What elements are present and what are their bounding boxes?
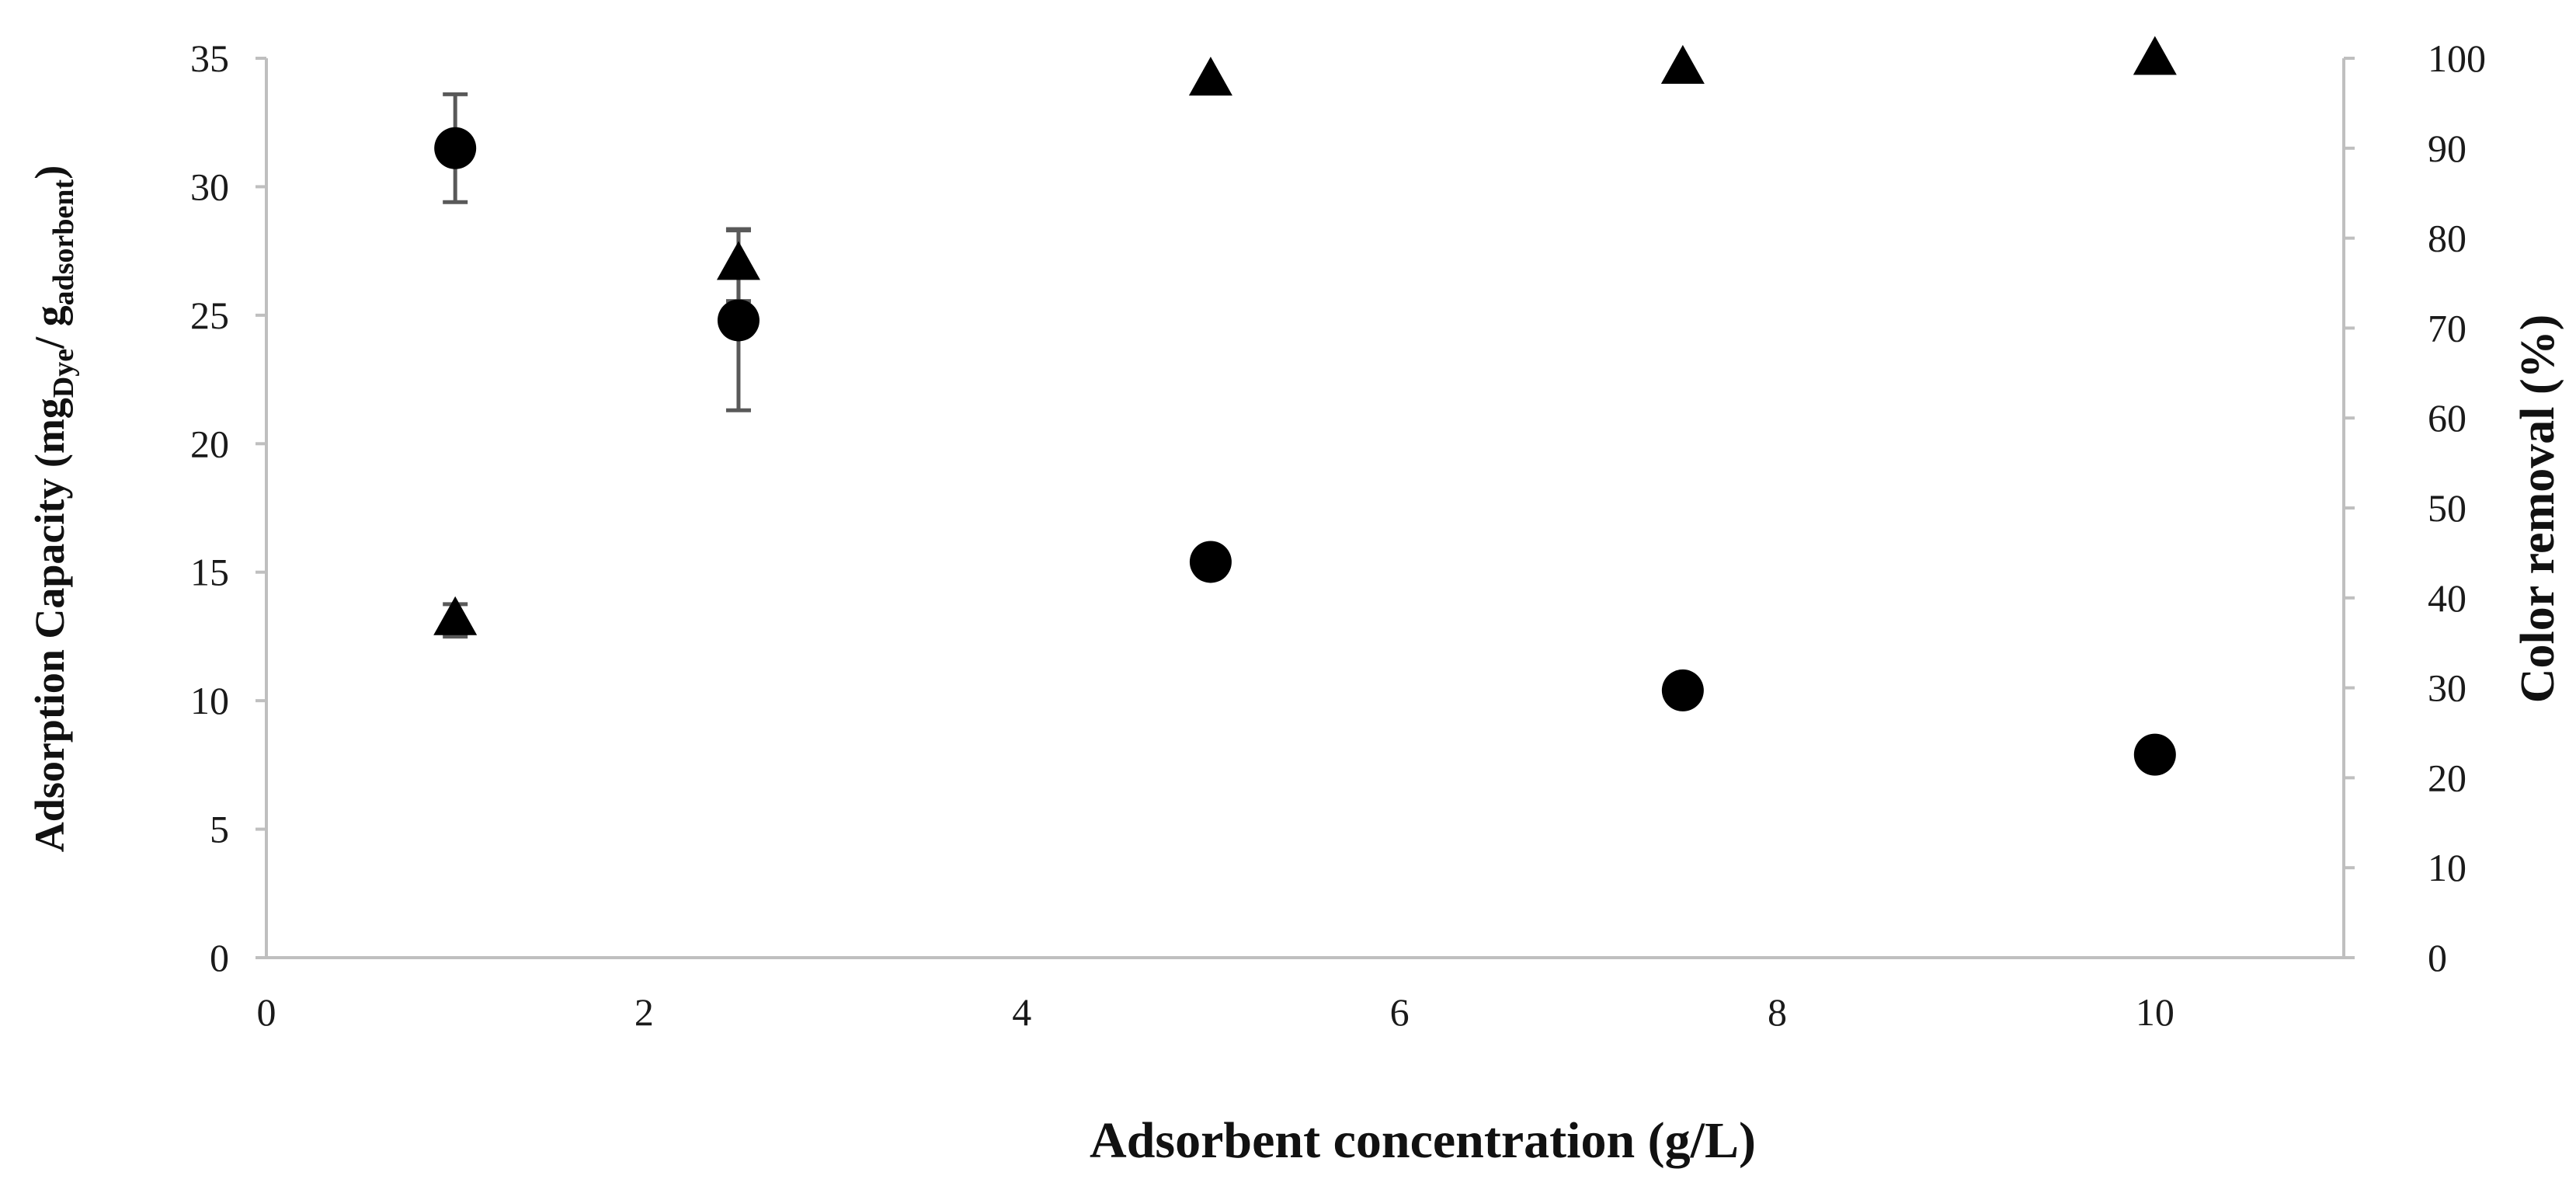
y2-tick-label: 10 bbox=[2428, 846, 2466, 889]
y2-tick-label: 70 bbox=[2428, 306, 2466, 350]
y2-tick-label: 30 bbox=[2428, 666, 2466, 710]
error-bars bbox=[443, 92, 751, 639]
axis-titles: Adsorbent concentration (g/L) Adsorption… bbox=[26, 165, 2564, 1169]
y-tick-label: 15 bbox=[190, 551, 229, 594]
y-tick-label: 0 bbox=[210, 936, 229, 979]
circle-point bbox=[1661, 669, 1704, 711]
y-tick-label: 5 bbox=[210, 808, 229, 851]
x-tick-label: 8 bbox=[1768, 990, 1787, 1034]
x-tick-label: 6 bbox=[1390, 990, 1410, 1034]
y-tick-label: 30 bbox=[190, 165, 229, 208]
x-tick-label: 4 bbox=[1012, 990, 1031, 1034]
x-tick-label: 2 bbox=[634, 990, 654, 1034]
y2-tick-label: 90 bbox=[2428, 127, 2466, 170]
circle-point bbox=[1189, 541, 1232, 583]
y2-tick-label: 40 bbox=[2428, 576, 2466, 620]
y2-tick-label: 60 bbox=[2428, 396, 2466, 440]
data-points bbox=[433, 36, 2177, 776]
triangle-point bbox=[1188, 56, 1232, 96]
circle-point bbox=[434, 127, 477, 169]
x-tick-label: 0 bbox=[257, 990, 276, 1034]
y-tick-label: 20 bbox=[190, 422, 229, 465]
circle-point bbox=[2133, 733, 2176, 776]
y2-axis-title: Color removal (%) bbox=[2512, 315, 2564, 703]
x-tick-label: 10 bbox=[2136, 990, 2174, 1034]
x-axis-title: Adsorbent concentration (g/L) bbox=[1090, 1112, 1756, 1169]
y-tick-label: 25 bbox=[190, 294, 229, 337]
y2-tick-label: 80 bbox=[2428, 217, 2466, 260]
y-axis-title: Adsorption Capacity (mgDye/ gadsorbent) bbox=[26, 165, 80, 852]
triangle-point bbox=[1660, 44, 1705, 84]
triangle-point bbox=[2133, 36, 2177, 75]
y-tick-label: 10 bbox=[190, 679, 229, 722]
triangle-point bbox=[433, 596, 478, 635]
circle-point bbox=[717, 299, 760, 342]
triangle-point bbox=[716, 241, 760, 280]
y2-tick-label: 100 bbox=[2428, 37, 2486, 80]
y2-tick-label: 20 bbox=[2428, 756, 2466, 799]
y2-tick-label: 0 bbox=[2428, 936, 2447, 979]
axes bbox=[256, 57, 2355, 959]
y2-tick-label: 50 bbox=[2428, 486, 2466, 530]
tick-labels: 0 5 10 15 20 25 30 35 0 10 20 30 40 50 60 70 80 90 100 0 2 4 6… bbox=[190, 37, 2486, 1034]
y-tick-label: 35 bbox=[190, 37, 229, 80]
